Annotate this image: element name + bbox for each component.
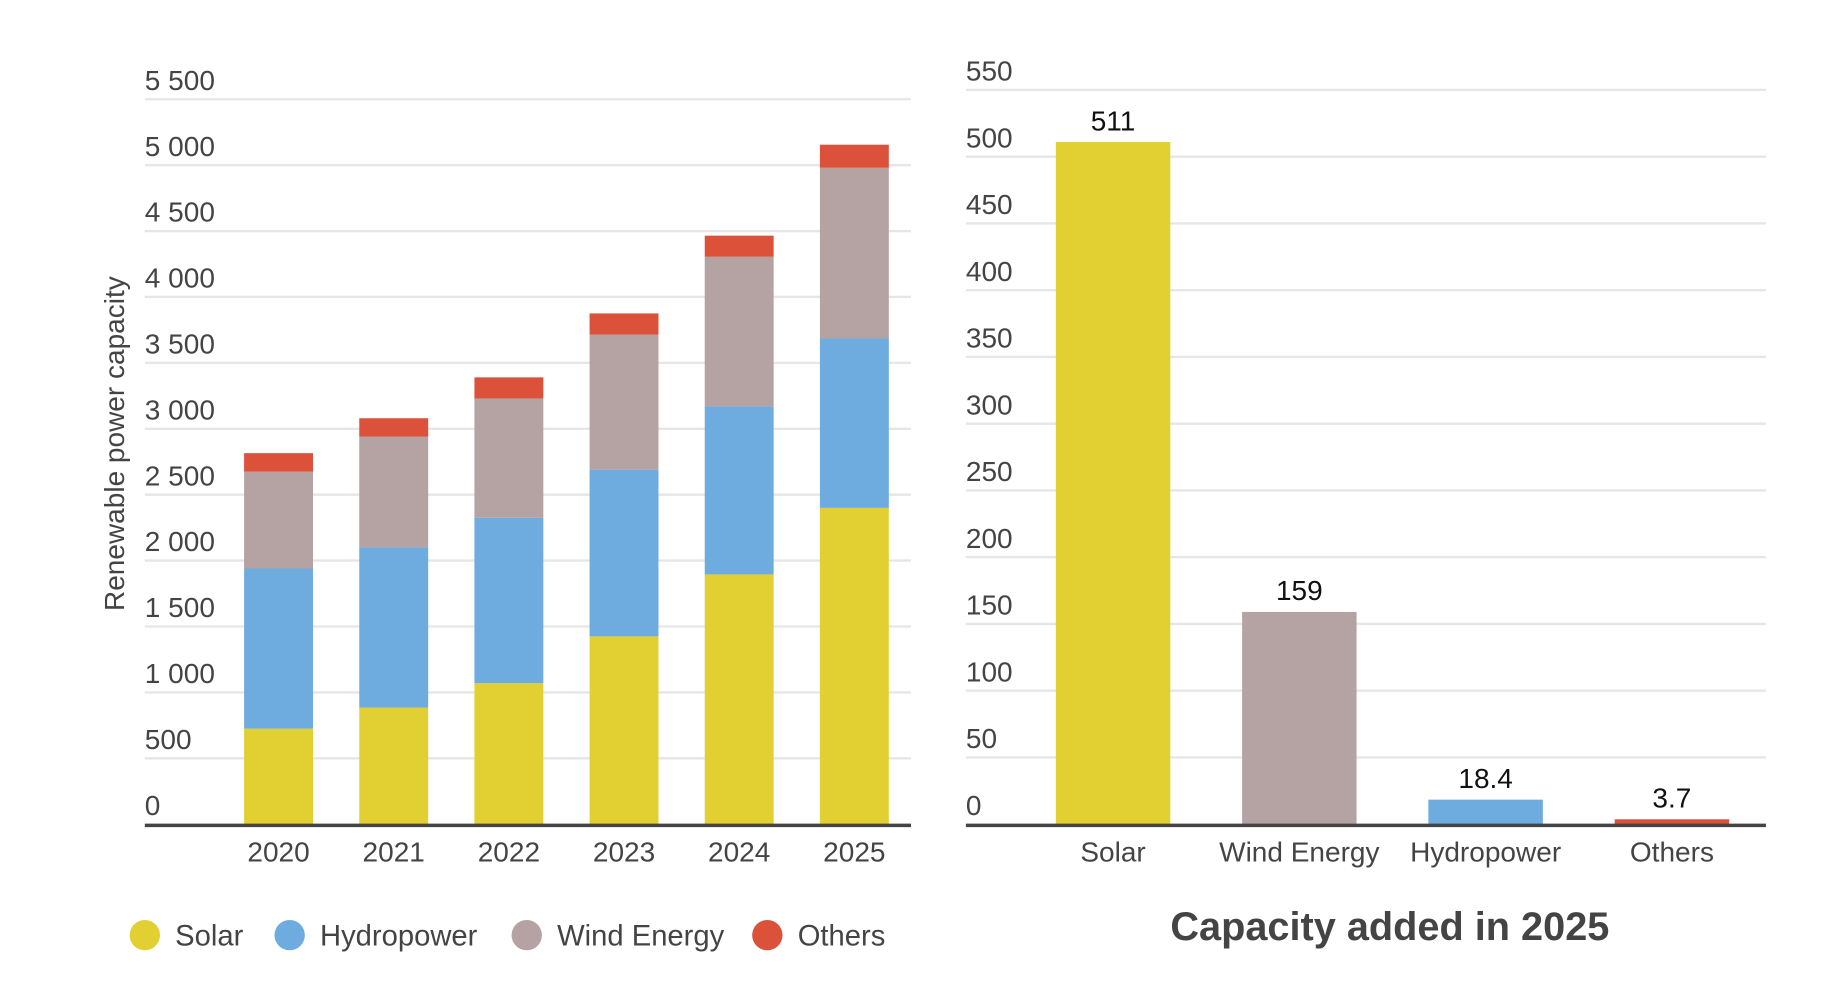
x-tick-label: 2023 xyxy=(593,837,655,868)
legend-label: Others xyxy=(798,921,886,953)
bar-hydropower-2025 xyxy=(819,338,889,508)
bar-wind-energy-2025 xyxy=(819,167,889,339)
y-tick-label: 400 xyxy=(966,256,1013,287)
legend-swatch-others xyxy=(752,919,783,951)
y-axis-label: Renewable power capacity xyxy=(99,276,130,611)
x-tick-label: Others xyxy=(1630,837,1714,868)
bar-solar xyxy=(1055,141,1171,825)
bar-wind-energy-2021 xyxy=(359,436,429,548)
bar-wind-energy-2024 xyxy=(704,256,774,407)
x-tick-label: 2020 xyxy=(247,837,309,868)
bar-hydropower-2024 xyxy=(704,406,774,575)
y-tick-label: 3 000 xyxy=(145,394,215,425)
legend-label: Solar xyxy=(175,921,243,953)
x-tick-label: Wind Energy xyxy=(1219,837,1379,868)
x-tick-label: 2024 xyxy=(708,837,770,868)
bar-solar-2021 xyxy=(359,707,429,825)
bar-solar-2025 xyxy=(819,507,889,825)
x-tick-label: Solar xyxy=(1080,837,1145,868)
data-label: 3.7 xyxy=(1652,783,1691,814)
y-tick-label: 3 500 xyxy=(145,329,215,360)
y-tick-label: 5 500 xyxy=(145,65,215,96)
y-tick-label: 100 xyxy=(966,656,1013,687)
y-tick-label: 1 500 xyxy=(145,592,215,623)
y-tick-label: 4 000 xyxy=(145,263,215,294)
legend-swatch-solar xyxy=(129,919,161,951)
bar-others-2020 xyxy=(244,453,314,472)
data-label: 159 xyxy=(1276,575,1323,606)
y-tick-label: 250 xyxy=(966,456,1013,487)
y-tick-label: 200 xyxy=(966,523,1013,554)
bar-others-2022 xyxy=(474,377,544,399)
bar-others-2025 xyxy=(819,144,889,168)
bar-solar-2024 xyxy=(704,574,774,825)
capacity-added-chart: 0 50 100 150 200 250 300 350 400 450 500 550 511 Sola… xyxy=(965,56,1766,868)
bar-wind-energy-2023 xyxy=(589,334,659,470)
y-tick-label: 1 000 xyxy=(145,658,215,689)
y-tick-label: 0 xyxy=(966,790,982,821)
bar-solar-2020 xyxy=(244,728,314,825)
bar-hydropower-2022 xyxy=(474,517,544,684)
legend-swatch-wind-energy xyxy=(511,919,542,951)
y-tick-label: 5 000 xyxy=(145,131,215,162)
bar-hydropower-2023 xyxy=(589,469,659,637)
data-label: 18.4 xyxy=(1458,763,1513,794)
x-tick-label: Hydropower xyxy=(1410,837,1561,868)
y-tick-label: 450 xyxy=(966,189,1013,220)
bar-others-2021 xyxy=(359,418,429,437)
legend: Solar Hydropower Wind Energy Others xyxy=(129,919,886,953)
bar-wind-energy-2020 xyxy=(244,471,314,569)
bar-hydropower xyxy=(1428,799,1543,825)
bar-hydropower-2021 xyxy=(359,547,429,708)
y-tick-label: 500 xyxy=(145,724,192,755)
y-tick-label: 550 xyxy=(966,56,1013,87)
bar-others-2023 xyxy=(589,313,659,335)
legend-swatch-hydropower xyxy=(274,919,305,951)
x-tick-label: 2022 xyxy=(478,837,540,868)
y-tick-label: 2 500 xyxy=(145,460,215,491)
bar-solar-2023 xyxy=(589,636,659,825)
y-tick-label: 0 xyxy=(145,790,161,821)
bar-wind-energy-2022 xyxy=(474,398,544,518)
bar-wind-energy xyxy=(1242,611,1357,825)
bar-others-2024 xyxy=(704,235,774,257)
y-tick-label: 4 500 xyxy=(145,197,215,228)
bar-hydropower-2020 xyxy=(244,568,314,729)
legend-label: Hydropower xyxy=(320,921,478,953)
bar-others xyxy=(1614,819,1730,825)
y-tick-label: 50 xyxy=(966,723,997,754)
y-tick-label: 300 xyxy=(966,389,1013,420)
bar-solar-2022 xyxy=(474,683,544,825)
stacked-capacity-chart: 0 500 1 000 1 500 2 000 2 500 3 000 3 500 4 000 4… xyxy=(145,65,911,868)
y-tick-label: 2 000 xyxy=(145,526,215,557)
x-tick-label: 2025 xyxy=(823,837,885,868)
y-tick-label: 500 xyxy=(966,122,1013,153)
legend-label: Wind Energy xyxy=(557,921,725,953)
data-label: 511 xyxy=(1091,105,1136,136)
x-tick-label: 2021 xyxy=(363,837,425,868)
y-tick-label: 150 xyxy=(966,590,1013,621)
y-tick-label: 350 xyxy=(966,323,1013,354)
chart-title-capacity-added: Capacity added in 2025 xyxy=(1170,905,1609,949)
